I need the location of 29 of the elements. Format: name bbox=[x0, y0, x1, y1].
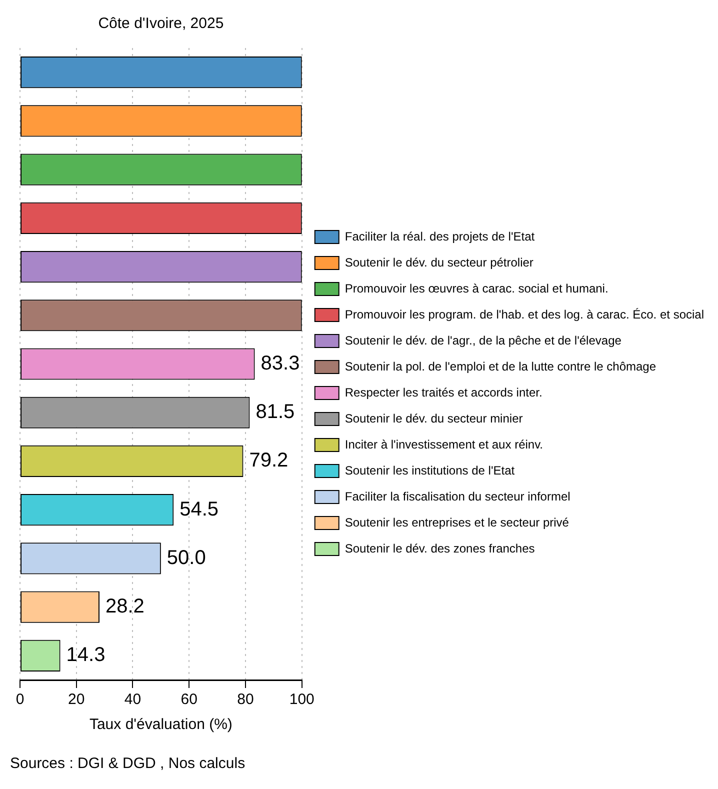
chart-title: Côte d'Ivoire, 2025 bbox=[98, 15, 224, 32]
data-label: 28.2 bbox=[105, 596, 144, 618]
x-tick-label: 40 bbox=[124, 691, 142, 708]
data-label: 79.2 bbox=[249, 450, 288, 472]
source-note: Sources : DGI & DGD , Nos calculs bbox=[10, 755, 246, 772]
data-label: 50.0 bbox=[166, 546, 206, 569]
legend-label: Soutenir le dév. de l'agr., de la pêche et de l'élevage bbox=[344, 333, 622, 348]
legend-label: Soutenir les entreprises et le secteur privé bbox=[344, 515, 570, 530]
x-tick-label: 100 bbox=[289, 691, 314, 708]
legend-label: Soutenir la pol. de l'emploi et de la lutte contre le chômage bbox=[344, 359, 656, 374]
legend-label: Soutenir les institutions de l'Etat bbox=[344, 463, 516, 478]
legend-label: Faciliter la réal. des projets de l'Etat bbox=[344, 229, 536, 244]
legend-label: Soutenir le dév. du secteur pétrolier bbox=[344, 255, 534, 270]
x-tick-label: 0 bbox=[16, 691, 24, 708]
data-label: 54.5 bbox=[180, 498, 219, 520]
data-label: 83.3 bbox=[260, 352, 300, 375]
legend-label: Faciliter la fiscalisation du secteur informel bbox=[344, 489, 570, 504]
data-label: 81.5 bbox=[256, 401, 295, 424]
legend-label: Respecter les traités et accords inter. bbox=[344, 385, 542, 400]
legend-label: Soutenir le dév. des zones franches bbox=[344, 541, 535, 556]
x-tick-label: 80 bbox=[237, 691, 254, 708]
data-label: 14.3 bbox=[66, 644, 106, 666]
legend-label: Inciter à l'investissement et aux réinv. bbox=[344, 437, 544, 452]
x-tick-label: 20 bbox=[68, 691, 85, 708]
legend-label: Promouvoir les œuvres à carac. social et humani. bbox=[344, 281, 608, 296]
legend-label: Soutenir le dév. du secteur minier bbox=[344, 411, 523, 426]
x-tick-label: 60 bbox=[180, 691, 198, 708]
x-axis-title: Taux d'évaluation (%) bbox=[89, 716, 232, 734]
legend-label: Promouvoir les program. de l'hab. et des log. à carac. Éco. et social bbox=[344, 307, 704, 322]
